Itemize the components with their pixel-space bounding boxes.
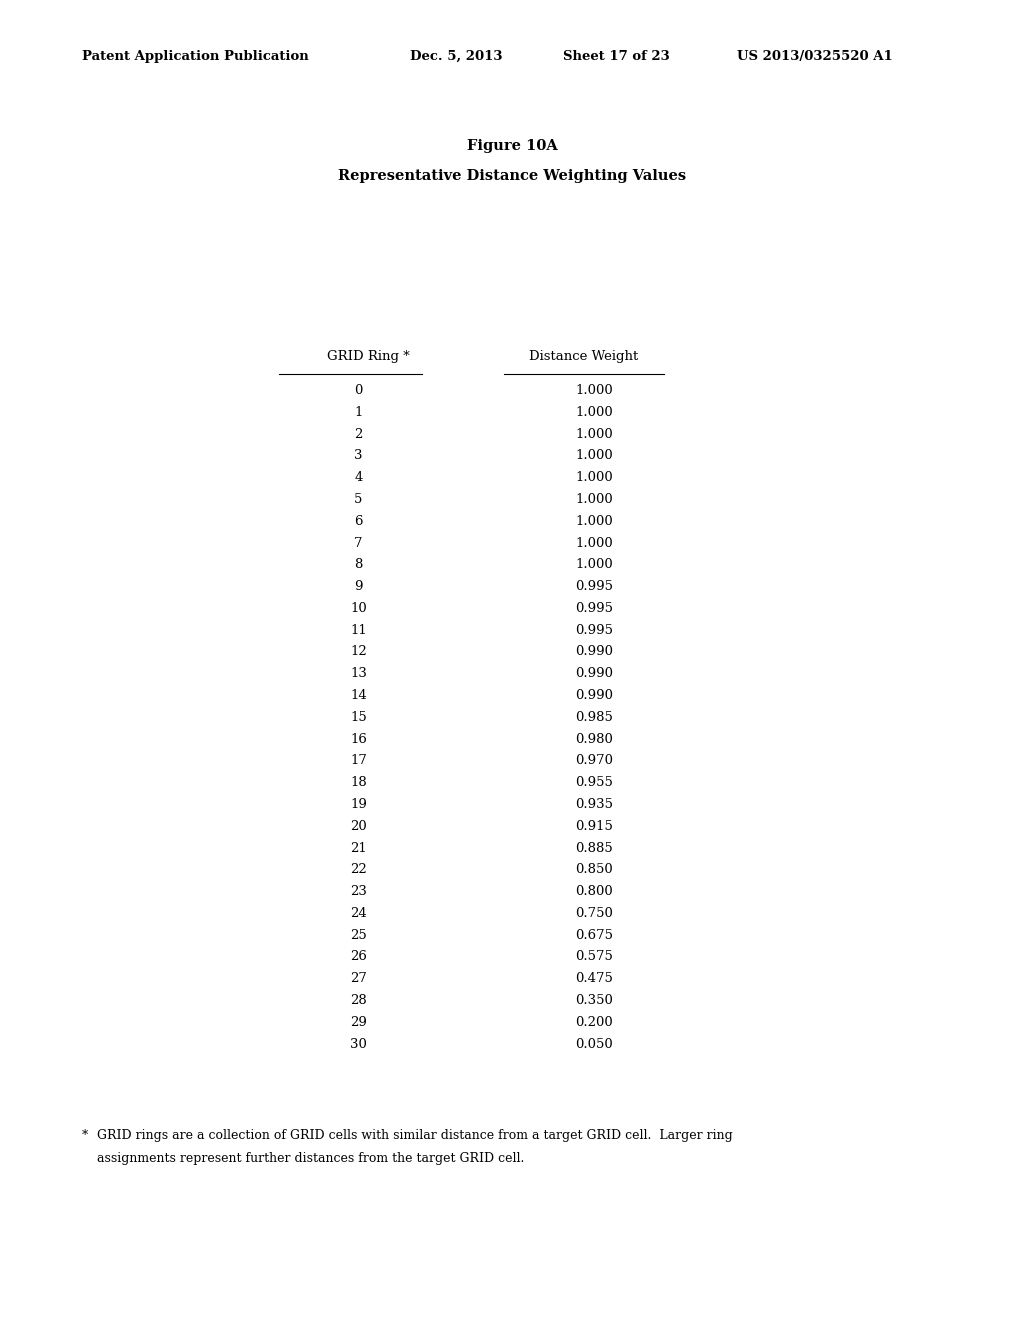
- Text: 7: 7: [354, 537, 362, 549]
- Text: 0.935: 0.935: [574, 797, 613, 810]
- Text: 0.995: 0.995: [574, 602, 613, 615]
- Text: 0.915: 0.915: [575, 820, 612, 833]
- Text: 0.955: 0.955: [575, 776, 612, 789]
- Text: assignments represent further distances from the target GRID cell.: assignments represent further distances …: [97, 1152, 524, 1166]
- Text: 4: 4: [354, 471, 362, 484]
- Text: 1.000: 1.000: [575, 384, 612, 397]
- Text: 12: 12: [350, 645, 367, 659]
- Text: Distance Weight: Distance Weight: [529, 350, 638, 363]
- Text: 0.475: 0.475: [575, 972, 612, 985]
- Text: 13: 13: [350, 668, 367, 680]
- Text: 14: 14: [350, 689, 367, 702]
- Text: 0.990: 0.990: [574, 689, 613, 702]
- Text: 22: 22: [350, 863, 367, 876]
- Text: 30: 30: [350, 1038, 367, 1051]
- Text: 0.980: 0.980: [575, 733, 612, 746]
- Text: 0.995: 0.995: [574, 581, 613, 593]
- Text: 5: 5: [354, 494, 362, 506]
- Text: 6: 6: [354, 515, 362, 528]
- Text: Sheet 17 of 23: Sheet 17 of 23: [563, 50, 670, 63]
- Text: 0: 0: [354, 384, 362, 397]
- Text: 8: 8: [354, 558, 362, 572]
- Text: 21: 21: [350, 842, 367, 854]
- Text: 0.050: 0.050: [575, 1038, 612, 1051]
- Text: 28: 28: [350, 994, 367, 1007]
- Text: 2: 2: [354, 428, 362, 441]
- Text: 23: 23: [350, 886, 367, 898]
- Text: GRID Ring *: GRID Ring *: [328, 350, 410, 363]
- Text: 0.800: 0.800: [575, 886, 612, 898]
- Text: 9: 9: [354, 581, 362, 593]
- Text: 10: 10: [350, 602, 367, 615]
- Text: 27: 27: [350, 972, 367, 985]
- Text: Dec. 5, 2013: Dec. 5, 2013: [410, 50, 502, 63]
- Text: 0.885: 0.885: [575, 842, 612, 854]
- Text: 24: 24: [350, 907, 367, 920]
- Text: 0.990: 0.990: [574, 645, 613, 659]
- Text: 25: 25: [350, 929, 367, 941]
- Text: 1.000: 1.000: [575, 449, 612, 462]
- Text: 0.990: 0.990: [574, 668, 613, 680]
- Text: 0.985: 0.985: [575, 710, 612, 723]
- Text: Patent Application Publication: Patent Application Publication: [82, 50, 308, 63]
- Text: 0.200: 0.200: [575, 1016, 612, 1028]
- Text: 19: 19: [350, 797, 367, 810]
- Text: 0.995: 0.995: [574, 624, 613, 636]
- Text: 15: 15: [350, 710, 367, 723]
- Text: 1.000: 1.000: [575, 428, 612, 441]
- Text: Figure 10A: Figure 10A: [467, 139, 557, 153]
- Text: 1.000: 1.000: [575, 515, 612, 528]
- Text: 1: 1: [354, 407, 362, 418]
- Text: 16: 16: [350, 733, 367, 746]
- Text: 1.000: 1.000: [575, 558, 612, 572]
- Text: 1.000: 1.000: [575, 471, 612, 484]
- Text: 0.350: 0.350: [575, 994, 612, 1007]
- Text: 1.000: 1.000: [575, 494, 612, 506]
- Text: 0.970: 0.970: [574, 755, 613, 767]
- Text: Representative Distance Weighting Values: Representative Distance Weighting Values: [338, 169, 686, 183]
- Text: 0.850: 0.850: [575, 863, 612, 876]
- Text: 0.575: 0.575: [575, 950, 612, 964]
- Text: 11: 11: [350, 624, 367, 636]
- Text: 17: 17: [350, 755, 367, 767]
- Text: 0.675: 0.675: [574, 929, 613, 941]
- Text: 0.750: 0.750: [575, 907, 612, 920]
- Text: 1.000: 1.000: [575, 537, 612, 549]
- Text: 1.000: 1.000: [575, 407, 612, 418]
- Text: 3: 3: [354, 449, 362, 462]
- Text: 26: 26: [350, 950, 367, 964]
- Text: GRID rings are a collection of GRID cells with similar distance from a target GR: GRID rings are a collection of GRID cell…: [97, 1129, 733, 1142]
- Text: 18: 18: [350, 776, 367, 789]
- Text: 20: 20: [350, 820, 367, 833]
- Text: *: *: [82, 1129, 88, 1142]
- Text: US 2013/0325520 A1: US 2013/0325520 A1: [737, 50, 893, 63]
- Text: 29: 29: [350, 1016, 367, 1028]
